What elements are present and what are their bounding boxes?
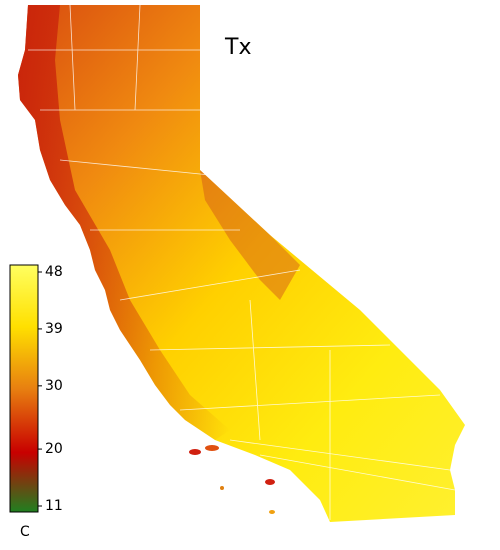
map-title: Tx — [224, 35, 251, 60]
island — [205, 445, 219, 451]
coastal-band — [18, 5, 230, 440]
island — [189, 449, 201, 455]
island — [269, 510, 275, 514]
colorbar-tick-label: 48 — [45, 264, 63, 280]
sierra-band — [200, 170, 300, 300]
island — [220, 486, 224, 490]
colorbar — [9, 264, 39, 513]
county-lines — [28, 4, 456, 520]
colorbar-tick-label: 11 — [45, 498, 63, 514]
colorbar-tick-label: 30 — [45, 378, 63, 394]
state-shape — [18, 5, 465, 522]
colorbar-tick-label: 39 — [45, 321, 63, 337]
colorbar-tick-label: 20 — [45, 441, 63, 457]
california — [18, 4, 465, 522]
colorbar-unit: C — [20, 524, 30, 540]
island — [265, 479, 275, 485]
